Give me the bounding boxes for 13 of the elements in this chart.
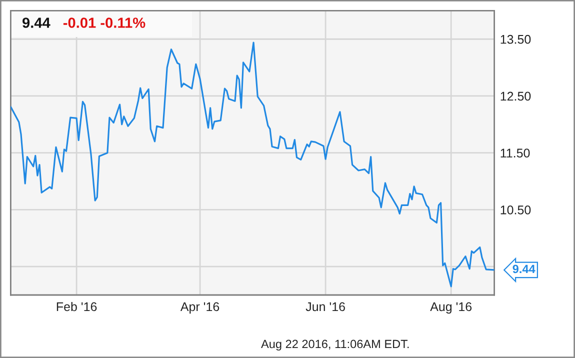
x-tick-label: Apr '16 xyxy=(180,302,220,314)
x-tick-label: Jun '16 xyxy=(306,302,345,312)
x-tick-label: Feb '16 xyxy=(56,302,97,312)
y-tick-label: 10.50 xyxy=(500,206,531,214)
x-tick-label: Aug '16 xyxy=(430,302,472,314)
y-tick-label: 13.50 xyxy=(500,34,531,44)
y-tick-label: 12.50 xyxy=(500,92,531,101)
y-tick-label: 11.50 xyxy=(500,148,530,158)
text: Aug 22 2016, 11:06AM EDT. xyxy=(261,340,409,351)
chart-title: 9.44 xyxy=(22,18,50,28)
chart-subtitle: -0.01 -0.11% xyxy=(63,18,146,28)
annotation: 9.44 xyxy=(512,264,536,274)
line-series xyxy=(10,42,494,288)
